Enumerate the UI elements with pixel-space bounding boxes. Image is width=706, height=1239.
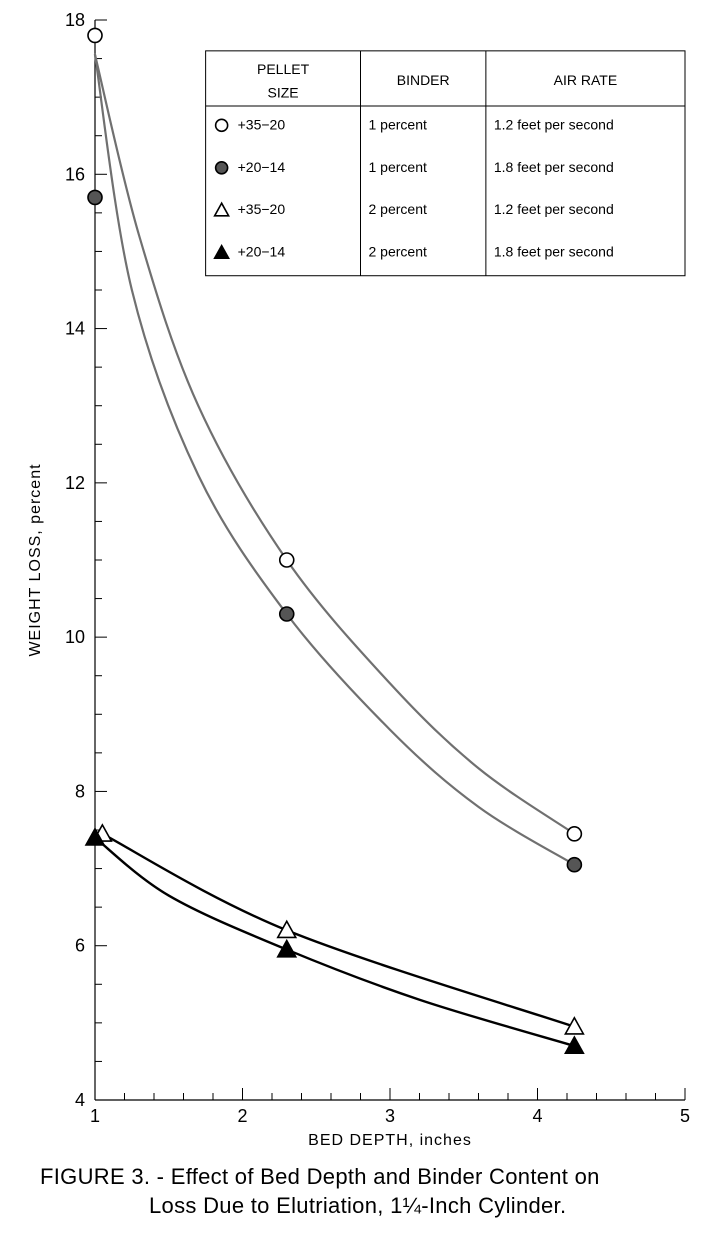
svg-text:1.2 feet per second: 1.2 feet per second <box>494 116 614 132</box>
weight-loss-chart: 123454681012141618BED DEPTH, inchesWEIGH… <box>0 0 706 1170</box>
figure-page: 123454681012141618BED DEPTH, inchesWEIGH… <box>0 0 706 1239</box>
svg-text:1 percent: 1 percent <box>369 159 427 175</box>
svg-text:WEIGHT LOSS, percent: WEIGHT LOSS, percent <box>27 463 44 656</box>
svg-text:14: 14 <box>65 319 85 339</box>
svg-text:12: 12 <box>65 473 85 493</box>
svg-text:2: 2 <box>237 1106 247 1126</box>
svg-text:+20−14: +20−14 <box>238 244 286 260</box>
figure-caption: FIGURE 3. - Effect of Bed Depth and Bind… <box>40 1162 686 1221</box>
svg-text:4: 4 <box>75 1090 85 1110</box>
svg-text:BED DEPTH, inches: BED DEPTH, inches <box>308 1132 472 1149</box>
svg-text:1.8 feet per second: 1.8 feet per second <box>494 159 614 175</box>
svg-text:5: 5 <box>680 1106 690 1126</box>
svg-text:18: 18 <box>65 10 85 30</box>
figure-label: FIGURE 3. - <box>40 1164 164 1189</box>
svg-text:1.8 feet per second: 1.8 feet per second <box>494 244 614 260</box>
svg-text:3: 3 <box>385 1106 395 1126</box>
svg-text:BINDER: BINDER <box>397 72 450 88</box>
svg-text:+20−14: +20−14 <box>238 159 286 175</box>
svg-text:1: 1 <box>90 1106 100 1126</box>
svg-text:SIZE: SIZE <box>268 85 299 101</box>
legend-table: PELLET SIZE BINDER AIR RATE +35−20 1 percent 1… <box>206 51 685 276</box>
caption-line-2: Loss Due to Elutriation, 1¼-Inch Cylinde… <box>149 1193 566 1218</box>
caption-line-1: Effect of Bed Depth and Binder Content o… <box>171 1164 600 1189</box>
svg-text:8: 8 <box>75 781 85 801</box>
svg-text:AIR RATE: AIR RATE <box>554 72 618 88</box>
svg-text:1.2 feet per second: 1.2 feet per second <box>494 201 614 217</box>
svg-text:PELLET: PELLET <box>257 61 310 77</box>
svg-text:+35−20: +35−20 <box>238 201 286 217</box>
svg-text:16: 16 <box>65 164 85 184</box>
svg-text:1 percent: 1 percent <box>369 116 427 132</box>
svg-text:2 percent: 2 percent <box>369 201 427 217</box>
svg-text:2 percent: 2 percent <box>369 244 427 260</box>
svg-text:+35−20: +35−20 <box>238 116 286 132</box>
svg-text:10: 10 <box>65 627 85 647</box>
svg-text:6: 6 <box>75 936 85 956</box>
svg-text:4: 4 <box>532 1106 542 1126</box>
